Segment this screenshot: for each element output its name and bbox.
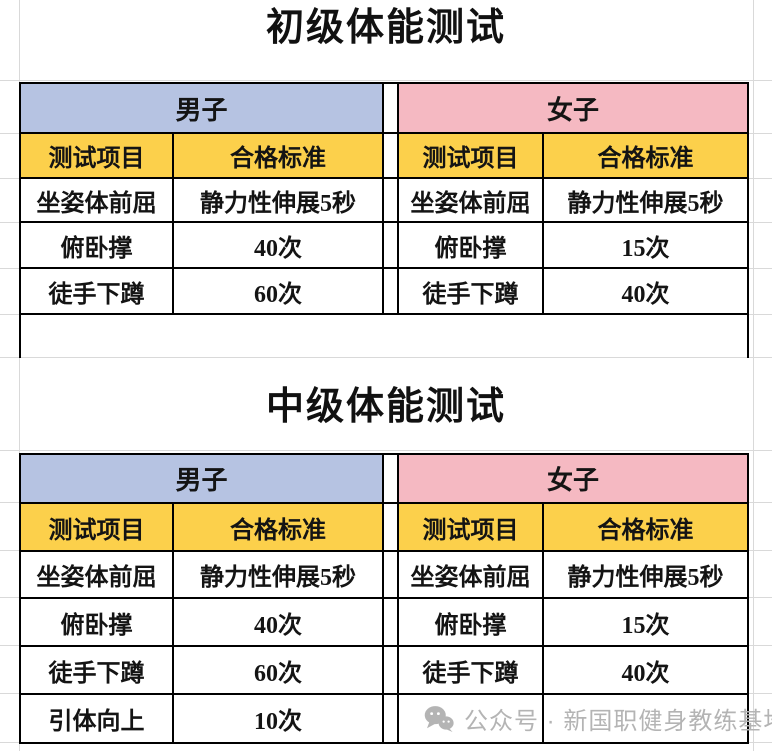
test-item-cell: 徒手下蹲 — [397, 267, 545, 315]
table-gap-spacer — [382, 221, 400, 269]
wechat-icon — [424, 705, 454, 732]
table-row: 坐姿体前屈 静力性伸展5秒 坐姿体前屈 静力性伸展5秒 — [19, 177, 750, 223]
test-item-cell: 俯卧撑 — [19, 597, 174, 647]
test-item-cell: 徒手下蹲 — [19, 267, 174, 315]
col-header-standard: 合格标准 — [171, 502, 385, 552]
gridline-horizontal — [0, 450, 772, 451]
test-item-cell: 俯卧撑 — [19, 221, 174, 269]
standard-cell: 15次 — [542, 597, 750, 647]
standard-cell: 静力性伸展5秒 — [542, 177, 750, 223]
standard-cell: 15次 — [542, 221, 750, 269]
standard-cell — [542, 693, 750, 744]
beginner-test-table: 男子 女子 测试项目 合格标准 测试项目 合格标准 坐姿体前屈 静力性伸展5秒 … — [18, 82, 750, 358]
wechat-watermark: 公众号 · 新国职健身教练基地 — [424, 699, 772, 737]
male-section-header: 男子 — [18, 453, 385, 504]
table-row: 徒手下蹲 60次 徒手下蹲 40次 — [19, 645, 750, 695]
test-item-cell: 徒手下蹲 — [19, 645, 174, 695]
beginner-test-title: 初级体能测试 — [265, 7, 506, 49]
test-item-cell: 坐姿体前屈 — [19, 550, 174, 599]
table-gap-spacer — [382, 453, 400, 504]
table-row: 俯卧撑 40次 俯卧撑 15次 — [19, 221, 750, 269]
intermediate-test-table: 男子 女子 测试项目 合格标准 测试项目 合格标准 坐姿体前屈 静力性伸展5秒 … — [18, 453, 750, 744]
test-item-cell: 俯卧撑 — [397, 221, 545, 269]
gridline-horizontal — [0, 80, 772, 81]
table-row: 坐姿体前屈 静力性伸展5秒 坐姿体前屈 静力性伸展5秒 — [19, 550, 750, 599]
table-gap-spacer — [382, 693, 400, 744]
standard-cell: 10次 — [171, 693, 385, 744]
table-gap-spacer — [382, 502, 400, 552]
col-header-standard: 合格标准 — [542, 502, 750, 552]
col-header-item: 测试项目 — [397, 132, 545, 179]
standard-cell: 静力性伸展5秒 — [171, 550, 385, 599]
standard-cell: 60次 — [171, 645, 385, 695]
test-item-cell: 坐姿体前屈 — [19, 177, 174, 223]
table-gap-spacer — [382, 645, 400, 695]
col-header-item: 测试项目 — [19, 132, 174, 179]
col-header-standard: 合格标准 — [542, 132, 750, 179]
test-item-cell: 坐姿体前屈 — [397, 550, 545, 599]
watermark-text: 公众号 · 新国职健身教练基地 — [464, 707, 772, 735]
standard-cell: 40次 — [171, 597, 385, 647]
table-gap-spacer — [382, 550, 400, 599]
test-item-cell: 俯卧撑 — [397, 597, 545, 647]
table-row: 俯卧撑 40次 俯卧撑 15次 — [19, 597, 750, 647]
table-gap-spacer — [382, 177, 400, 223]
table-row: 引体向上 10次 — [19, 693, 750, 744]
col-header-item: 测试项目 — [19, 502, 174, 552]
table-gap-spacer — [382, 597, 400, 647]
standard-cell: 40次 — [542, 645, 750, 695]
standard-cell: 静力性伸展5秒 — [171, 177, 385, 223]
gridline-horizontal — [0, 357, 772, 358]
standard-cell: 静力性伸展5秒 — [542, 550, 750, 599]
test-item-cell: 引体向上 — [19, 693, 174, 744]
gridline-vertical — [19, 0, 20, 751]
table-gap-spacer — [382, 82, 400, 134]
standard-cell: 40次 — [542, 267, 750, 315]
intermediate-test-title: 中级体能测试 — [265, 386, 506, 428]
female-section-header: 女子 — [397, 453, 750, 504]
gridline-vertical — [753, 0, 754, 751]
test-item-cell — [397, 693, 545, 744]
standard-cell: 60次 — [171, 267, 385, 315]
empty-merged-row — [18, 313, 750, 358]
standard-cell: 40次 — [171, 221, 385, 269]
test-item-cell: 坐姿体前屈 — [397, 177, 545, 223]
male-section-header: 男子 — [18, 82, 385, 134]
test-item-cell: 徒手下蹲 — [397, 645, 545, 695]
table-row: 徒手下蹲 60次 徒手下蹲 40次 — [19, 267, 750, 315]
col-header-item: 测试项目 — [397, 502, 545, 552]
table-gap-spacer — [382, 267, 400, 315]
col-header-standard: 合格标准 — [171, 132, 385, 179]
table-gap-spacer — [382, 132, 400, 179]
female-section-header: 女子 — [397, 82, 750, 134]
table-row — [18, 313, 750, 358]
